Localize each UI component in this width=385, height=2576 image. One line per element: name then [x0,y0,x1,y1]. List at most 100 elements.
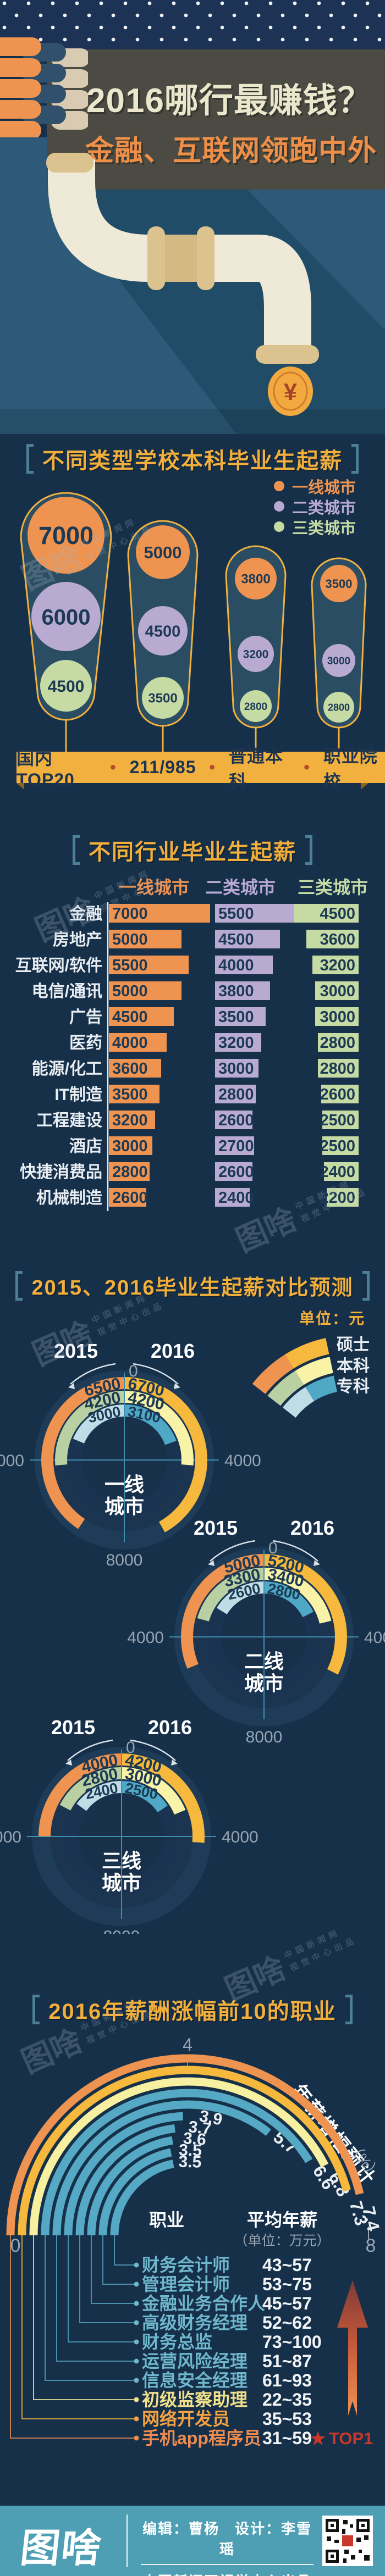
salary-bubble [31,582,101,651]
footer-credit-divider [141,2564,314,2565]
banner-fold-left [16,783,24,790]
bar-value-tier1: 3200 [112,1112,148,1129]
row-dot-icon [134,2397,139,2402]
legend-label-tier1: 一线城市 [292,479,356,497]
bar-tier3 [322,1111,359,1129]
job-label: 初级监察助理 [142,2390,248,2410]
designer-credit: 设计：李雪瑶 [219,2521,312,2557]
gauge-tick-8000: 8000 [103,1928,140,1934]
bar-value-tier1: 7000 [112,905,148,923]
bar-tier3 [318,1033,359,1052]
bubble-value: 3500 [326,577,353,591]
growth-arc [29,2077,329,2236]
gauge-tick-4000-left: 4000 [127,1629,164,1647]
category-regular: 普通本科 [229,746,284,791]
salary-bubble [40,660,92,712]
bar-value-tier2: 4500 [218,931,254,948]
forecast-gauge-charts: 6500670042004200300031000400040008000201… [0,1336,385,1934]
school-bubble-chart: 7000 6000 4500 5000 4500 3500 3800 3200 2800 3500… [20,492,367,752]
section-title-school-text: 不同类型学校本科毕业生起薪 [42,449,343,473]
bubble-value: 3800 [241,572,270,587]
job-label: 财务总监 [142,2332,212,2352]
qr-center-logo [342,2535,353,2546]
growth-value: 3.5 [179,2141,202,2159]
gauge-tick-0: 0 [268,1539,278,1557]
arrow-head-right-icon [314,1560,320,1566]
pipe-coupling-mid [165,235,197,282]
bubble-value: 4500 [145,623,181,640]
editor-credit: 编辑：曹杨 [142,2521,219,2537]
bar-value-tier3: 2500 [320,1112,355,1129]
section-title-forecast-text: 2015、2016毕业生起薪对比预测 [31,1276,354,1300]
legend-item: 三类城市 [274,517,378,537]
bubble-value: 2800 [244,701,267,713]
gauge-arrow-right [133,1363,179,1385]
bar-value-tier2: 2600 [218,1163,254,1181]
leader-line [68,2235,134,2342]
category-vocational: 职业院校 [323,746,378,791]
bar-tier3 [322,1136,359,1155]
bar-tier2 [215,1162,252,1181]
growth-value: 3.5 [178,2152,202,2171]
job-label: 管理会计师 [142,2274,230,2294]
gauge-arrow-left [210,1540,256,1562]
bar-value-tier1: 3000 [112,1137,148,1155]
industry-label: 房地产 [53,931,102,949]
bar-tier2 [215,981,270,1000]
industry-label: 金融 [69,904,102,923]
bar-tier3 [315,1007,359,1026]
pipe [48,159,311,352]
axis-tick-0: 0 [10,2235,21,2256]
gauge-city-line2: 城市 [105,1495,144,1518]
bar-tier3 [327,1188,359,1207]
job-column-header: 职业 [149,2210,184,2230]
salary-bubble [235,558,277,599]
growth-arc [75,2124,175,2236]
salary-range: 43~57 [262,2255,312,2275]
salary-range: 35~53 [262,2409,312,2429]
legend-item: 一线城市 [274,476,378,497]
gauge-tick-0: 0 [126,1739,135,1757]
growth-value: 7.4 [359,2205,383,2233]
gauge-tick-4000-right: 4000 [364,1629,385,1647]
legend-band-2015 [252,1354,294,1395]
industry-label: 医药 [69,1034,102,1052]
leader-line [45,2235,134,2381]
bar-value-tier2: 5500 [218,905,254,923]
salary-range: 53~75 [262,2274,312,2294]
industry-label: 快捷消费品 [20,1163,102,1181]
bar-tier2 [215,1007,266,1026]
pipe-ring-left [147,226,165,290]
salary-unit-header: （单位：万元） [234,2233,330,2249]
wall-left-sliver [0,137,47,190]
unit-label: 单位：元 [299,1310,365,1327]
salary-bubble [136,525,190,579]
bar-value-tier3: 2600 [320,1086,355,1103]
bar-tier3 [321,1085,359,1103]
salary-bubble [28,497,105,574]
job-label: 金融业务合作人 [141,2294,265,2313]
bracket-right-icon [362,1270,370,1301]
bar-tier3 [324,1162,359,1181]
gauge-arc-2016 [121,1781,168,1813]
coin [268,367,313,416]
legend-band-2015 [267,1370,304,1406]
legend-degree-label: 硕士 [337,1336,370,1354]
arrow-head-left-icon [65,1759,72,1766]
bubble-value: 2800 [328,702,350,713]
salary-column-header: 平均年薪 [247,2210,317,2230]
gauge-arc-2016 [124,1404,177,1445]
row-dot-icon [134,2416,139,2422]
gauge-year-2016: 2016 [290,1517,334,1539]
row-dot-icon [134,2301,139,2306]
arrow-head-right-icon [171,1759,178,1766]
bar-value-tier1: 5000 [112,982,148,1000]
bar-tier1 [109,1188,146,1207]
floor-strip [0,409,385,434]
bar-tier2 [215,1111,252,1129]
gauge-city-line1: 一线 [105,1473,144,1496]
